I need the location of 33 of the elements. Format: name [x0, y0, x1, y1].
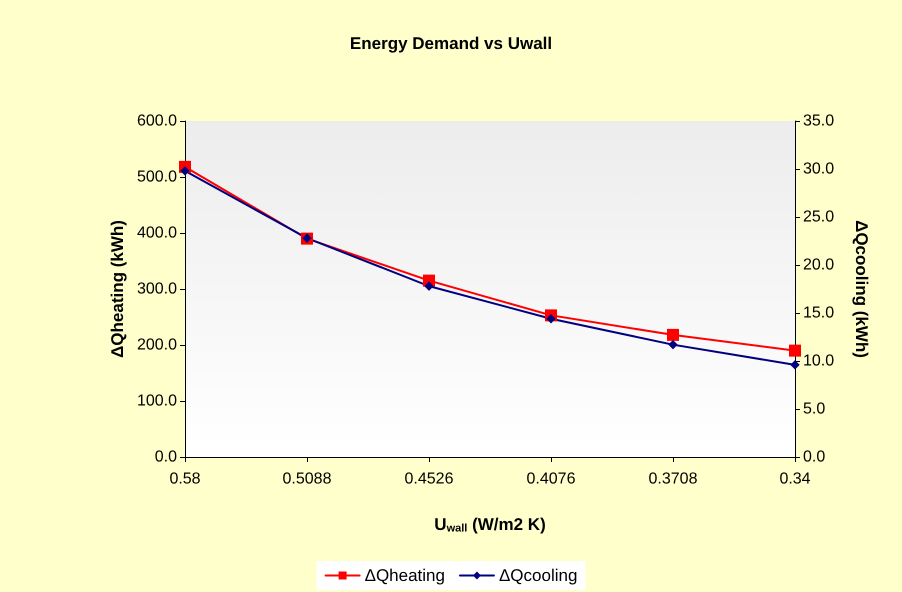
point: [668, 340, 678, 350]
point: [546, 314, 556, 324]
chart-title: Energy Demand vs Uwall: [350, 34, 552, 53]
x-tick-label: 0.58: [169, 470, 201, 488]
y-tick-label: 200.0: [136, 336, 178, 354]
x-tick-label: 0.4076: [526, 470, 576, 488]
legend-label: ΔQheating: [364, 566, 445, 585]
point: [180, 166, 190, 176]
y2-axis-title: ΔQcooling (kWh): [852, 220, 871, 358]
y-tick-label: 400.0: [136, 224, 178, 242]
y2-tick-label: 25.0: [803, 208, 834, 226]
y2-tick-label: 35.0: [803, 112, 834, 130]
point: [424, 282, 434, 291]
y2-tick-label: 15.0: [803, 304, 834, 322]
y2-tick-label: 30.0: [803, 160, 834, 178]
x-tick-label: 0.5088: [282, 470, 332, 488]
y-tick-label: 300.0: [136, 280, 178, 298]
x-tick-label: 0.34: [779, 470, 811, 488]
point: [790, 360, 800, 370]
x-tick-label: 0.3708: [648, 470, 698, 488]
x-tick-label: 0.4526: [404, 470, 454, 488]
point: [789, 344, 801, 357]
y-tick-label: 500.0: [136, 168, 178, 186]
legend-label: ΔQcooling: [498, 566, 578, 585]
y2-tick-label: 20.0: [803, 256, 834, 274]
y-tick-label: 0.0: [154, 448, 178, 466]
y2-tick-label: 5.0: [803, 400, 826, 418]
y2-tick-label: 0.0: [803, 448, 826, 466]
y2-tick-label: 10.0: [803, 352, 834, 370]
point: [667, 328, 679, 341]
y-tick-label: 600.0: [136, 112, 178, 130]
y-axis-title: ΔQheating (kWh): [108, 220, 128, 358]
y-tick-label: 100.0: [136, 392, 178, 410]
